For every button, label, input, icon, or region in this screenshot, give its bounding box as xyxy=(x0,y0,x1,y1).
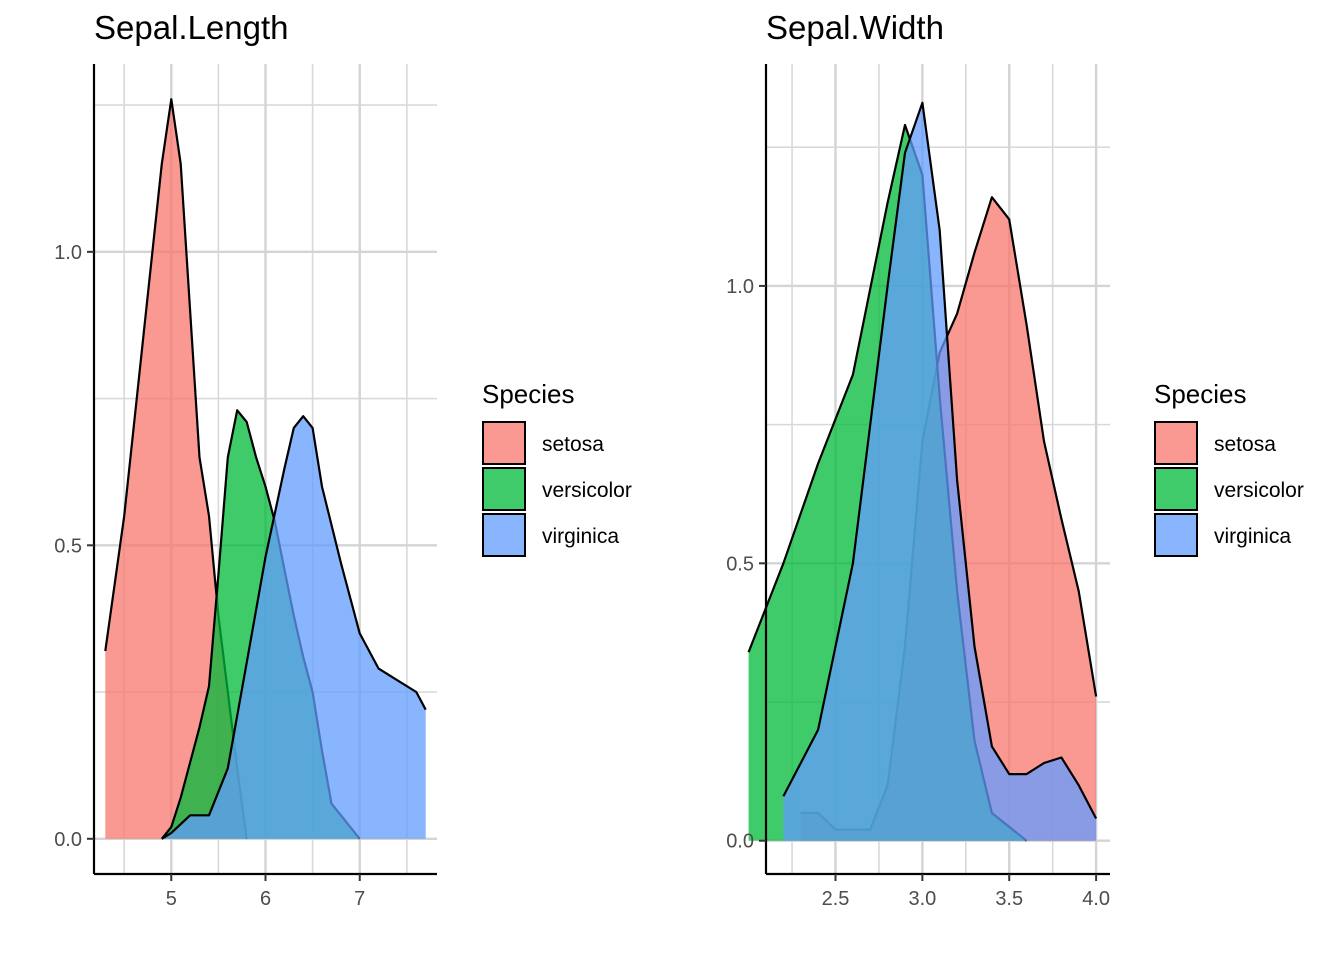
x-tick-label: 3.5 xyxy=(995,888,1023,910)
legend-key-virginica xyxy=(1154,513,1198,557)
x-tick-label: 6 xyxy=(260,888,271,910)
density-area-virginica xyxy=(783,102,1097,841)
legend-key-virginica xyxy=(482,513,526,557)
x-tick-label: 2.5 xyxy=(822,888,850,910)
y-tick-label: 1.0 xyxy=(726,276,754,298)
x-tick-label: 5 xyxy=(166,888,177,910)
x-tick-label: 7 xyxy=(354,888,365,910)
legend-key-versicolor xyxy=(482,467,526,511)
density-areas xyxy=(104,98,427,840)
legend-label: setosa xyxy=(542,433,604,456)
legend-title: Species xyxy=(1154,379,1247,409)
density-areas xyxy=(747,101,1098,842)
sepal-length-panel: Sepal.Length 5 6 7 0.0 0.5 1.0 Species setosa ve… xyxy=(54,9,632,910)
y-tick-label: 0.5 xyxy=(726,553,754,575)
y-tick-label: 0.0 xyxy=(54,829,82,851)
legend: Species setosa versicolor virginica xyxy=(1154,379,1304,557)
x-tick-label: 3.0 xyxy=(908,888,936,910)
chart-title: Sepal.Width xyxy=(766,9,944,46)
density-line-virginica xyxy=(161,415,427,840)
legend-label: versicolor xyxy=(542,479,632,502)
legend-label: setosa xyxy=(1214,433,1276,456)
legend-title: Species xyxy=(482,379,575,409)
density-line-virginica xyxy=(782,101,1098,820)
legend-label: virginica xyxy=(1214,525,1291,548)
legend-label: virginica xyxy=(542,525,619,548)
legend-key-versicolor xyxy=(1154,467,1198,511)
sepal-width-panel: Sepal.Width 2.5 3.0 3.5 4.0 0.0 0.5 1.0 Species… xyxy=(726,9,1304,910)
density-area-virginica xyxy=(161,416,426,839)
y-tick-label: 0.5 xyxy=(54,535,82,557)
legend-key-setosa xyxy=(1154,421,1198,465)
y-tick-label: 0.0 xyxy=(726,831,754,853)
x-tick-label: 4.0 xyxy=(1082,888,1110,910)
legend-label: versicolor xyxy=(1214,479,1304,502)
legend-key-setosa xyxy=(482,421,526,465)
legend: Species setosa versicolor virginica xyxy=(482,379,632,557)
y-tick-label: 1.0 xyxy=(54,242,82,264)
chart-title: Sepal.Length xyxy=(94,9,289,46)
